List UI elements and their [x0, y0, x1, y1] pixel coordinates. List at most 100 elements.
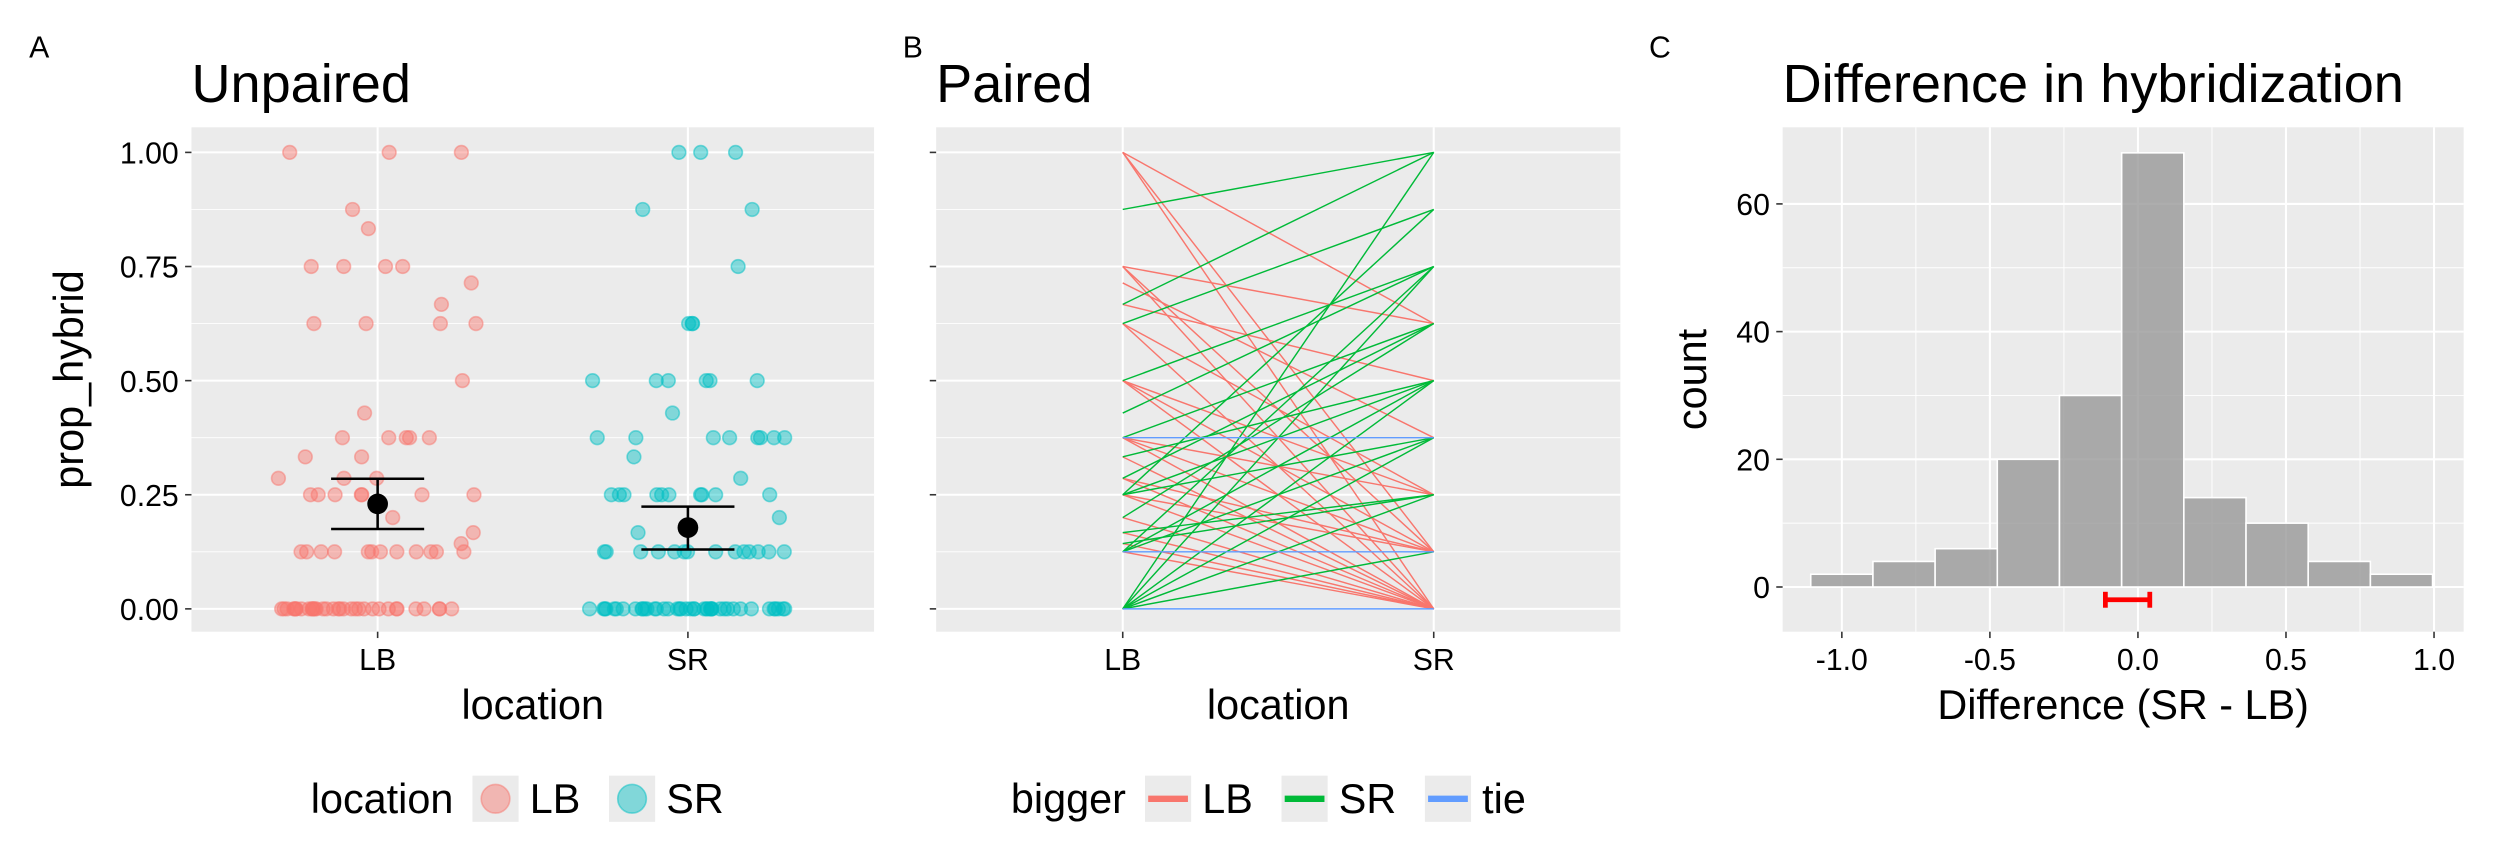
point	[313, 544, 329, 560]
y-tick-label: 0.25	[120, 480, 179, 513]
histogram-bar	[1872, 560, 1936, 588]
point	[777, 430, 793, 446]
pair-line	[1122, 494, 1434, 534]
point	[453, 144, 470, 161]
x-tick-label: 0.0	[2117, 644, 2159, 677]
point	[589, 430, 605, 446]
point	[344, 201, 361, 218]
point	[664, 405, 681, 421]
x-axis-title: location	[1207, 682, 1350, 728]
pair-line	[1122, 151, 1435, 325]
point	[762, 487, 778, 503]
point	[454, 372, 471, 389]
legend-symbol	[616, 783, 648, 814]
point	[727, 544, 743, 560]
point	[766, 430, 782, 446]
point	[611, 487, 628, 503]
panel-label: B	[903, 31, 923, 64]
point	[431, 601, 448, 617]
pair-line	[1122, 208, 1435, 496]
x-axis-title: Difference (SR - LB)	[1937, 682, 2309, 728]
histogram-bar	[1996, 458, 2061, 588]
point	[307, 601, 323, 617]
point	[302, 487, 319, 503]
y-tick-label: 0.50	[120, 366, 179, 399]
pair-line	[1122, 477, 1435, 610]
point	[356, 405, 373, 421]
point	[650, 544, 667, 560]
point	[408, 601, 424, 617]
y-tick-label: 0.75	[120, 252, 179, 285]
y-tick-label: 1.00	[120, 138, 179, 171]
point	[635, 601, 651, 617]
point	[684, 315, 700, 332]
point	[432, 315, 449, 332]
x-tick-label: SR	[1413, 644, 1455, 677]
point	[727, 144, 744, 161]
histogram-bar	[2120, 152, 2185, 588]
point	[761, 544, 777, 560]
chart-title: Difference in hybridization	[1783, 54, 2404, 114]
point	[671, 144, 687, 161]
point	[603, 487, 620, 503]
point	[712, 601, 728, 617]
point	[414, 487, 430, 503]
point	[615, 601, 631, 617]
point	[385, 509, 401, 526]
pair-line	[1122, 322, 1435, 519]
point	[744, 201, 760, 218]
pair-line	[1122, 265, 1435, 414]
x-tick-label: SR	[667, 644, 709, 677]
pair-line	[1122, 456, 1435, 610]
point	[771, 509, 788, 526]
point	[388, 601, 405, 617]
point	[698, 372, 714, 389]
y-tick-label: 20	[1736, 444, 1770, 477]
x-tick-label: -1.0	[1816, 644, 1868, 677]
point	[730, 258, 746, 275]
y-tick-label: 60	[1736, 189, 1770, 222]
point	[776, 544, 792, 560]
legend-label: SR	[666, 776, 723, 822]
pair-line	[1122, 494, 1434, 545]
point	[371, 601, 387, 617]
pair-line	[1122, 322, 1434, 439]
point	[408, 544, 424, 560]
panel-label: C	[1649, 31, 1671, 64]
point	[466, 487, 482, 503]
point	[661, 487, 677, 503]
histogram-bar	[2369, 573, 2434, 588]
point	[327, 487, 343, 503]
point	[581, 601, 598, 617]
pair-line	[1122, 265, 1434, 382]
point	[353, 449, 370, 465]
pair-line	[1122, 379, 1434, 458]
x-tick-label: LB	[1104, 644, 1141, 677]
legend-label: LB	[530, 776, 581, 822]
legend-title: bigger	[1011, 776, 1126, 822]
pair-line	[1122, 551, 1434, 610]
point	[381, 430, 397, 446]
point	[694, 487, 710, 503]
legend-title: location	[311, 776, 454, 822]
point	[416, 601, 432, 617]
point	[444, 601, 460, 617]
point	[598, 544, 614, 560]
point	[360, 220, 377, 237]
point	[377, 258, 394, 275]
point	[648, 372, 664, 389]
point	[743, 601, 760, 617]
legend-symbol	[480, 783, 511, 814]
point	[635, 201, 651, 218]
pair-line	[1122, 151, 1434, 211]
point	[381, 144, 397, 161]
point	[433, 296, 450, 313]
point	[303, 258, 319, 275]
point	[297, 449, 313, 465]
point	[356, 601, 372, 617]
point	[732, 601, 749, 617]
y-tick-label: 0.00	[120, 594, 179, 627]
point	[343, 601, 360, 617]
